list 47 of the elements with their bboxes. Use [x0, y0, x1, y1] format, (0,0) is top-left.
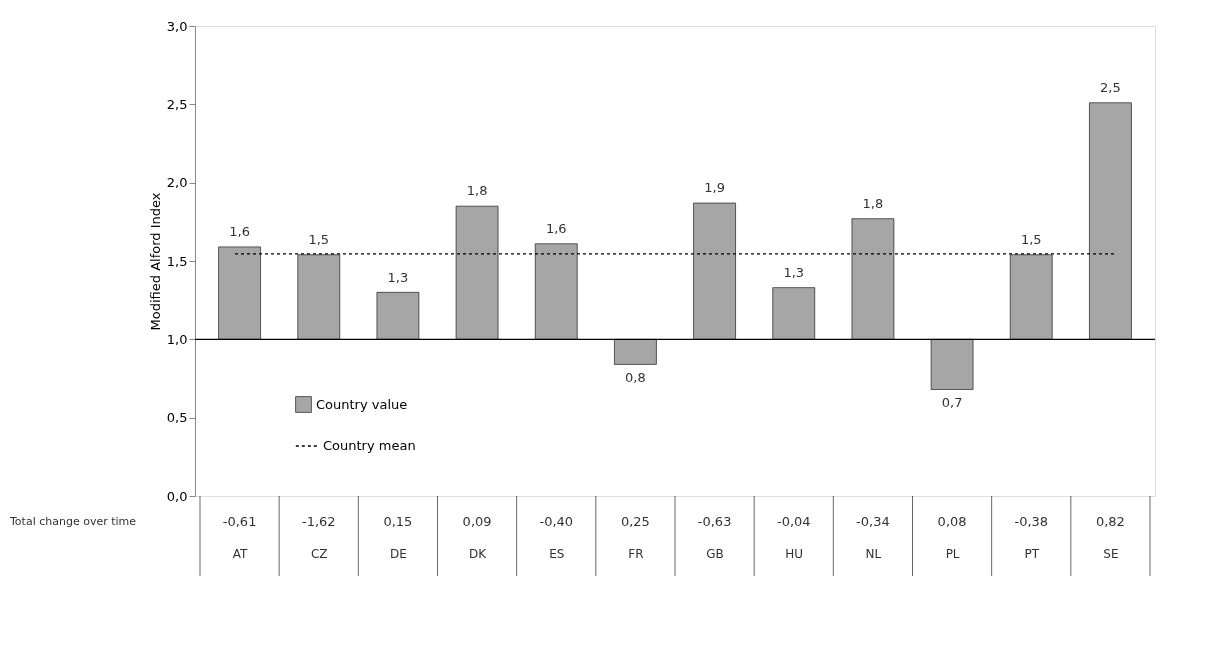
text: 1,9 [704, 180, 725, 196]
x-tick-label: SE [1103, 546, 1119, 561]
text: -0,40 [539, 514, 574, 529]
text: 0,09 [462, 514, 492, 529]
y-tick-label: 0,5 [166, 410, 188, 426]
x-tick-label: HU [785, 546, 804, 561]
text: 1,6 [229, 224, 250, 240]
text: 0,08 [937, 514, 967, 529]
text: -0,63 [697, 514, 732, 529]
y-tick-label: 2,5 [166, 96, 188, 112]
text: -0,38 [1014, 514, 1049, 529]
x-tick-label: PT [1024, 546, 1040, 561]
text: 0,25 [620, 514, 650, 529]
y-tick-label: 3,0 [166, 18, 188, 34]
text: 0,8 [625, 370, 646, 386]
text: 1,3 [387, 269, 409, 285]
legend-label: Country mean [323, 438, 416, 453]
y-tick-label: 0,0 [166, 488, 188, 504]
text: -0,34 [856, 514, 890, 529]
text: -0,61 [222, 514, 257, 529]
text: 1,3 [783, 264, 805, 280]
text: 1,6 [545, 220, 567, 236]
y-axis-title: Modified Alford Index [147, 192, 163, 331]
legend-label: Country value [316, 396, 408, 412]
x-tick-label: FR [628, 546, 644, 561]
x-tick-label: DE [390, 546, 407, 561]
text: Total change over time [9, 515, 137, 528]
text: -1,62 [301, 514, 336, 529]
y-tick-label: 2,0 [166, 175, 188, 191]
y-tick-label: 1,5 [166, 253, 188, 269]
x-tick-label: DK [469, 546, 488, 561]
text: 1,8 [862, 195, 884, 211]
x-tick-label: GB [706, 546, 724, 561]
text: 2,5 [1100, 79, 1121, 95]
text: 0,82 [1095, 514, 1125, 529]
text: -0,04 [776, 514, 811, 529]
text: 0,7 [941, 395, 963, 411]
x-tick-label: CZ [310, 546, 328, 561]
x-tick-label: ES [549, 546, 565, 561]
text: 1,8 [466, 183, 488, 199]
x-tick-label: AT [232, 546, 249, 561]
text: 1,5 [308, 231, 330, 247]
x-tick-label: PL [945, 546, 960, 561]
x-tick-label: NL [865, 546, 882, 561]
text: 0,15 [383, 514, 413, 529]
text: 1,5 [1020, 231, 1042, 247]
y-tick-label: 1,0 [166, 331, 188, 347]
